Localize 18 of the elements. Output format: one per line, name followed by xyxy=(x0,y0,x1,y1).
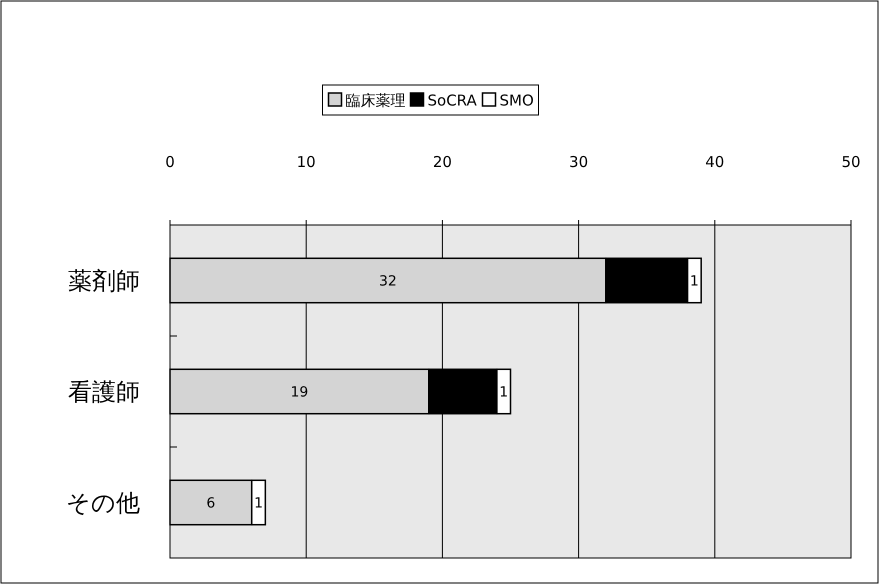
x-tick-label: 20 xyxy=(432,153,452,171)
x-tick-label: 10 xyxy=(296,153,316,171)
y-tick-label: 薬剤師 xyxy=(68,266,140,295)
x-tick-label: 30 xyxy=(569,153,588,171)
data-label: 1 xyxy=(254,495,263,512)
x-tick-label: 40 xyxy=(705,153,724,171)
legend-label: SMO xyxy=(500,91,534,110)
x-tick-label: 50 xyxy=(841,153,861,171)
data-label: 19 xyxy=(290,384,308,400)
data-label: 6 xyxy=(206,495,216,512)
legend-label: SoCRA xyxy=(428,91,478,110)
y-tick-label: その他 xyxy=(66,488,140,517)
x-tick-label: 0 xyxy=(165,153,175,171)
legend-label: 臨床薬理 xyxy=(346,91,406,110)
data-label: 1 xyxy=(499,384,508,400)
data-label: 1 xyxy=(690,273,699,290)
y-tick-label: 看護師 xyxy=(68,378,140,406)
data-label: 32 xyxy=(379,273,397,290)
